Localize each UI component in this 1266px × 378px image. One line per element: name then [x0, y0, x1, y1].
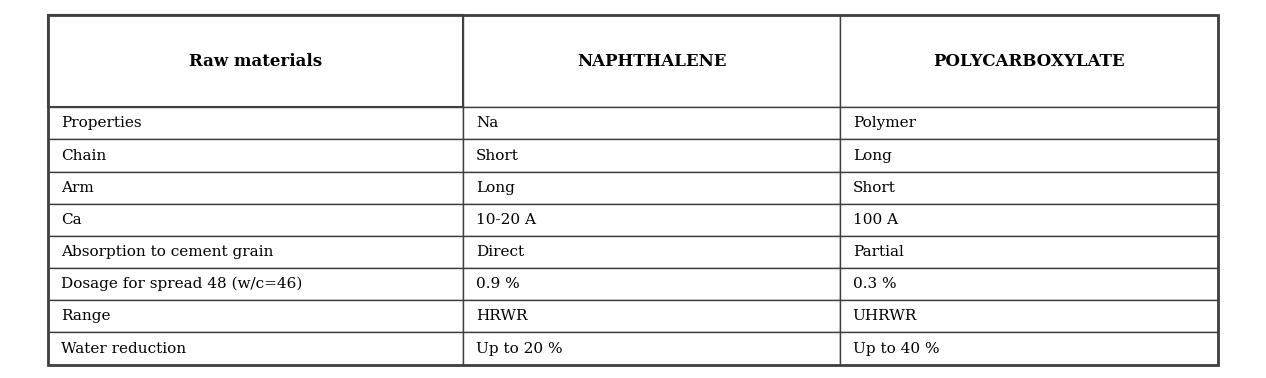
Text: Properties: Properties	[61, 116, 142, 130]
Text: Raw materials: Raw materials	[189, 53, 323, 70]
Bar	[48, 268, 463, 300]
Text: Short: Short	[476, 149, 519, 163]
Text: Chain: Chain	[61, 149, 106, 163]
Bar	[48, 204, 463, 236]
Text: NAPHTHALENE: NAPHTHALENE	[577, 53, 727, 70]
Bar	[48, 107, 463, 139]
Text: Up to 20 %: Up to 20 %	[476, 342, 562, 356]
Bar	[841, 204, 1218, 236]
Text: Partial: Partial	[853, 245, 904, 259]
Bar	[48, 333, 463, 365]
Bar	[463, 204, 841, 236]
Text: Long: Long	[853, 149, 891, 163]
Text: Short: Short	[853, 181, 895, 195]
Bar	[841, 236, 1218, 268]
Bar	[841, 15, 1218, 107]
Text: Up to 40 %: Up to 40 %	[853, 342, 939, 356]
Bar	[841, 333, 1218, 365]
Bar	[841, 107, 1218, 139]
Text: Dosage for spread 48 (w/c=46): Dosage for spread 48 (w/c=46)	[61, 277, 303, 291]
Text: Water reduction: Water reduction	[61, 342, 186, 356]
Bar	[463, 268, 841, 300]
Bar	[463, 172, 841, 204]
Bar	[48, 236, 463, 268]
Bar	[48, 139, 463, 172]
Bar	[841, 268, 1218, 300]
Text: Absorption to cement grain: Absorption to cement grain	[61, 245, 273, 259]
Bar	[841, 139, 1218, 172]
Bar	[48, 172, 463, 204]
Bar	[463, 300, 841, 333]
Text: HRWR: HRWR	[476, 309, 528, 323]
Bar	[48, 300, 463, 333]
Bar	[48, 15, 463, 107]
Text: Arm: Arm	[61, 181, 94, 195]
Text: Ca: Ca	[61, 213, 81, 227]
Text: 0.3 %: 0.3 %	[853, 277, 896, 291]
Bar	[841, 300, 1218, 333]
Bar	[463, 15, 841, 107]
Text: POLYCARBOXYLATE: POLYCARBOXYLATE	[933, 53, 1124, 70]
Bar	[463, 333, 841, 365]
Text: Long: Long	[476, 181, 515, 195]
Text: 100 A: 100 A	[853, 213, 898, 227]
Text: Na: Na	[476, 116, 499, 130]
Text: 0.9 %: 0.9 %	[476, 277, 520, 291]
Text: Polymer: Polymer	[853, 116, 915, 130]
Bar	[463, 139, 841, 172]
Text: UHRWR: UHRWR	[853, 309, 917, 323]
Bar	[463, 236, 841, 268]
Text: Direct: Direct	[476, 245, 524, 259]
Bar	[463, 107, 841, 139]
Text: Range: Range	[61, 309, 110, 323]
Bar	[841, 172, 1218, 204]
Text: 10-20 A: 10-20 A	[476, 213, 536, 227]
